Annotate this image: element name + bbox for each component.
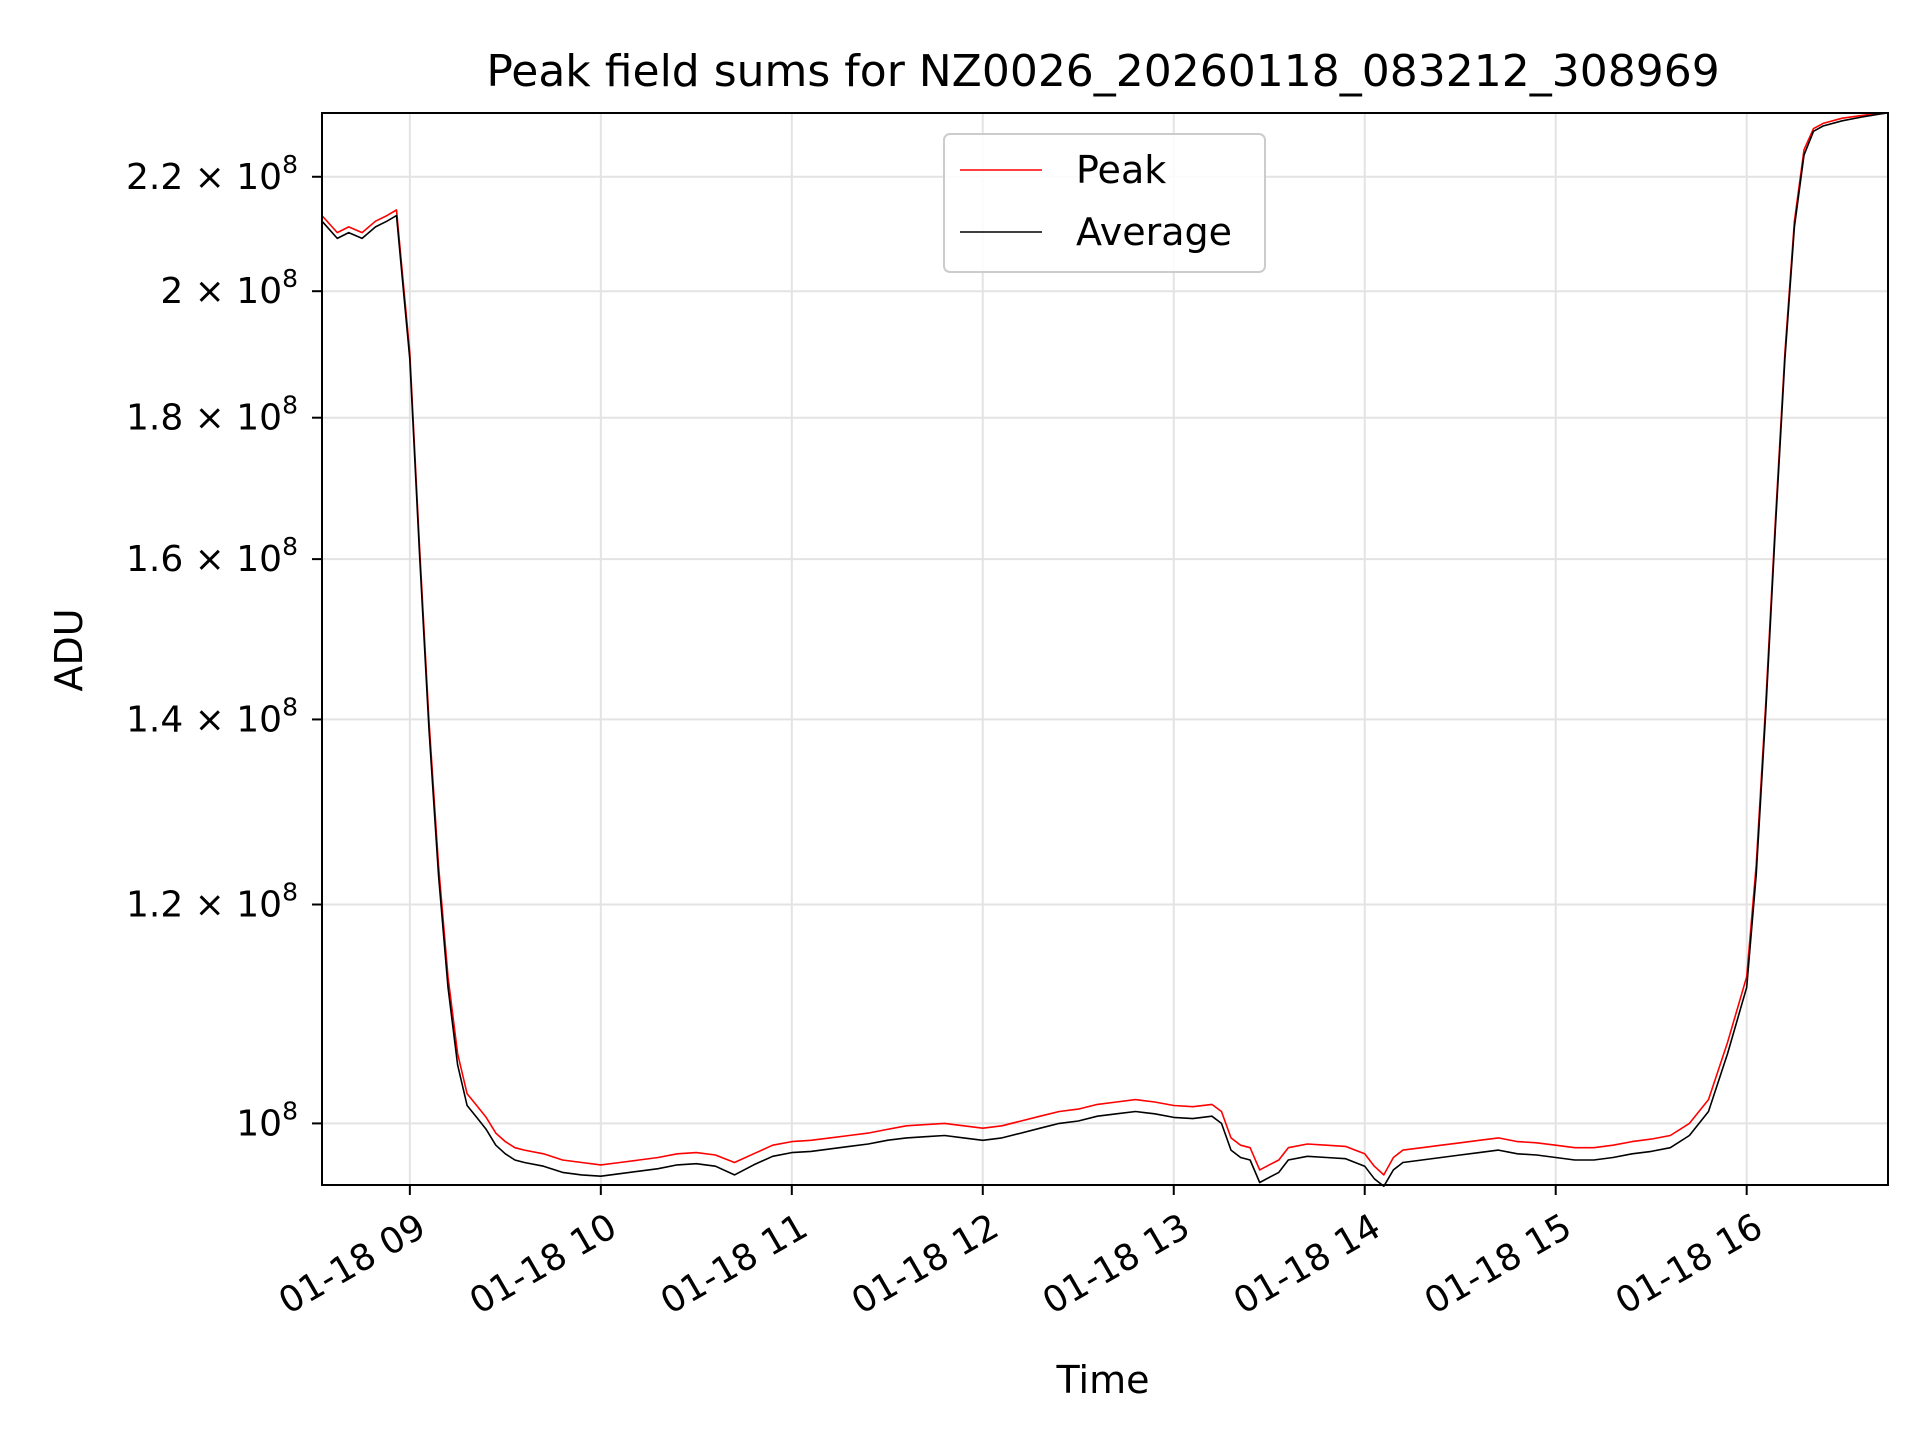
legend-box: [943, 133, 1266, 273]
y-tick-mantissa: 2.2 × 10: [126, 157, 282, 198]
x-tick-label: 01-18 12: [845, 1206, 1006, 1322]
x-tick-label: 01-18 16: [1609, 1206, 1770, 1322]
y-tick-mantissa: 10: [236, 1103, 282, 1144]
y-tick-exponent: 8: [282, 878, 298, 907]
series-lines: [321, 112, 1889, 1188]
y-tick-exponent: 8: [282, 264, 298, 293]
legend-peak-label: Peak: [1076, 148, 1166, 192]
legend-average-label: Average: [1076, 210, 1232, 254]
series-line-average: [321, 112, 1889, 1188]
y-tick-mantissa: 1.2 × 10: [126, 885, 282, 926]
y-tick-mantissa: 1.8 × 10: [126, 398, 282, 439]
y-tick-label: 1.8 × 108: [126, 391, 298, 439]
x-tick-label: 01-18 09: [272, 1206, 433, 1322]
x-tick-label: 01-18 15: [1418, 1206, 1579, 1322]
y-tick-exponent: 8: [282, 692, 298, 721]
y-tick-exponent: 8: [282, 1096, 298, 1125]
y-axis-label: ADU: [47, 608, 91, 691]
y-tick-label: 2 × 108: [160, 264, 298, 312]
y-tick-exponent: 8: [282, 150, 298, 179]
y-tick-label: 1.4 × 108: [126, 692, 298, 740]
y-tick-mantissa: 2 × 10: [160, 271, 282, 312]
grid-lines: [322, 113, 1888, 1185]
plot-frame: [321, 112, 1889, 1186]
y-tick-exponent: 8: [282, 391, 298, 420]
x-tick-label: 01-18 14: [1227, 1206, 1388, 1322]
x-axis-ticks: 01-18 09 01-18 10 01-18 11 01-18 12 01-18 13…: [272, 1185, 1770, 1323]
y-tick-mantissa: 1.6 × 10: [126, 539, 282, 580]
x-tick-label: 01-18 13: [1036, 1206, 1197, 1322]
x-tick-label: 01-18 10: [463, 1206, 624, 1322]
chart-title: Peak field sums for NZ0026_20260118_0832…: [486, 46, 1719, 97]
y-tick-exponent: 8: [282, 532, 298, 561]
y-tick-label: 2.2 × 108: [126, 150, 298, 198]
x-tick-label: 01-18 11: [654, 1206, 815, 1322]
y-tick-label: 108: [236, 1096, 298, 1144]
y-tick-label: 1.6 × 108: [126, 532, 298, 580]
y-tick-mantissa: 1.4 × 10: [126, 699, 282, 740]
x-axis-label: Time: [1056, 1358, 1150, 1402]
series-line-peak: [321, 112, 1888, 1176]
legend: Peak Average: [943, 133, 1266, 273]
y-tick-label: 1.2 × 108: [126, 878, 298, 926]
